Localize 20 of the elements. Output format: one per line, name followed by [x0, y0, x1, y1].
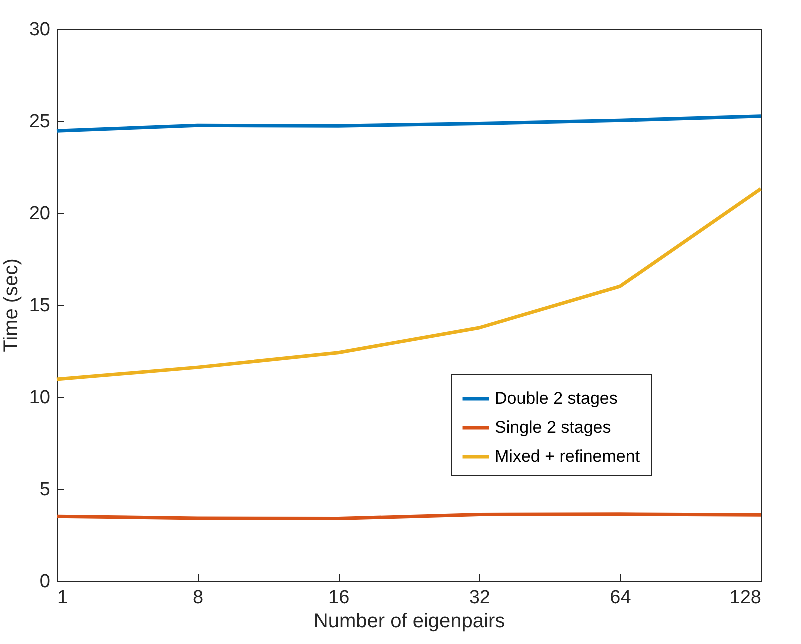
x-tick-label: 16 [328, 588, 350, 608]
x-tick-label: 64 [610, 588, 632, 608]
y-tick-label: 0 [40, 572, 50, 592]
legend-label: Single 2 stages [495, 418, 612, 437]
x-axis-title: Number of eigenpairs [314, 610, 506, 632]
x-tick-label: 32 [469, 588, 490, 608]
legend-label: Double 2 stages [495, 389, 618, 408]
y-tick-label: 25 [29, 112, 50, 132]
line-series [55, 187, 763, 382]
y-tick-label: 5 [40, 480, 50, 500]
x-tick-label: 1 [58, 588, 68, 608]
legend-label: Mixed + refinement [495, 447, 640, 466]
y-tick-label: 30 [29, 20, 50, 40]
y-tick-label: 10 [29, 388, 50, 408]
y-tick-label: 20 [29, 204, 50, 224]
x-tick-label: 128 [730, 588, 762, 608]
x-tick-label: 8 [193, 588, 204, 608]
y-tick-label: 15 [29, 296, 50, 316]
line-series [55, 114, 763, 133]
y-axis-title: Time (sec) [0, 258, 22, 352]
